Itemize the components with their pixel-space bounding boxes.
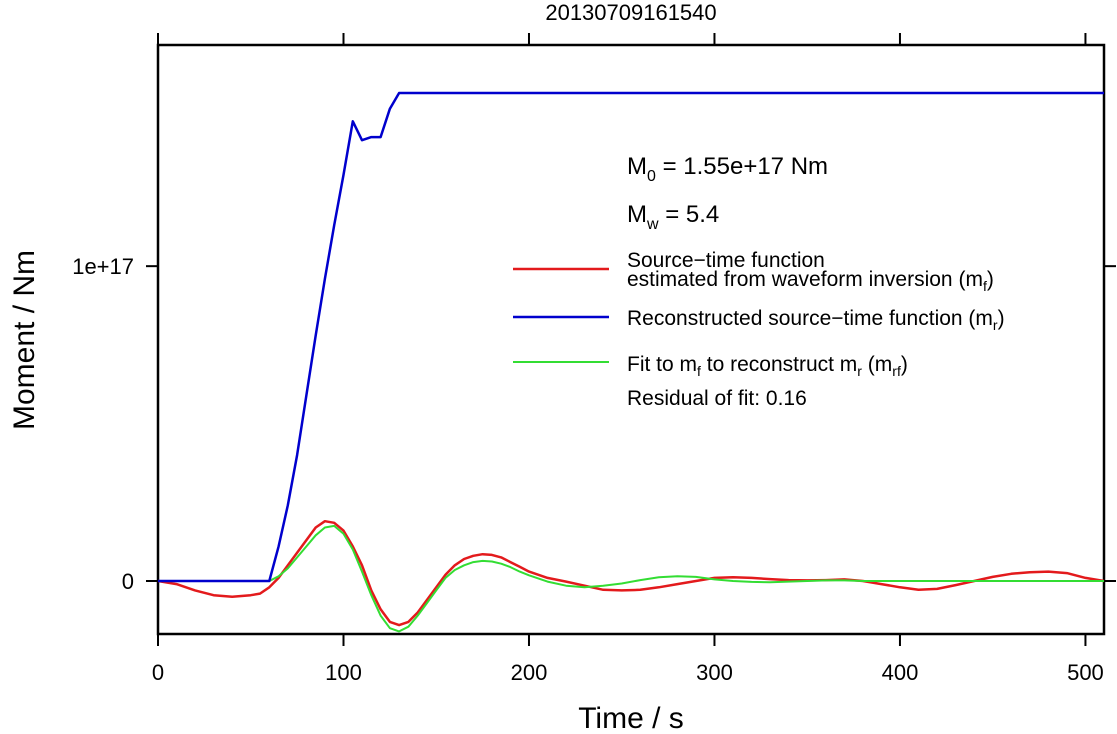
x-tick-label: 300: [696, 660, 733, 685]
annotation-mw-subscript: w: [646, 216, 659, 233]
y-tick-labels: 0 1e+17: [72, 254, 134, 594]
series-lines: [157, 91, 1105, 633]
x-tick-label: 0: [152, 660, 164, 685]
legend-label-reconstructed: Reconstructed source−time function (mr): [627, 307, 1005, 333]
x-tick-label: 500: [1067, 660, 1104, 685]
annotation-mw-value: = 5.4: [659, 201, 720, 228]
series-line-0: [157, 519, 1105, 627]
x-axis-bottom-ticks: [157, 634, 1087, 646]
chart-title: 20130709161540: [545, 0, 716, 25]
legend-label-source-time-function-line2: estimated from waveform inversion (mf): [627, 268, 994, 294]
y-axis-title: Moment / Nm: [8, 250, 41, 430]
annotation-residual: Residual of fit: 0.16: [627, 387, 807, 410]
x-tick-label: 100: [325, 660, 362, 685]
y-tick-label: 1e+17: [72, 254, 134, 279]
legend: Source−time function estimated from wave…: [513, 249, 1005, 410]
series-line-1: [158, 91, 1104, 583]
annotation-m0-value: = 1.55e+17 Nm: [656, 153, 828, 180]
annotation-moment-magnitude: Mw = 5.4: [627, 201, 719, 233]
annotation-mw-symbol: M: [627, 201, 647, 228]
legend-label-fit: Fit to mf to reconstruct mr (mrf): [627, 353, 908, 379]
x-tick-label: 200: [511, 660, 548, 685]
y-axis-right-ticks: [1104, 265, 1116, 582]
x-tick-label: 400: [882, 660, 919, 685]
annotation-m0-subscript: 0: [647, 168, 656, 185]
x-axis-title: Time / s: [578, 702, 684, 734]
x-tick-labels: 0 100 200 300 400 500: [152, 660, 1104, 685]
plot-frame: [156, 43, 1106, 636]
svg-text:Mw = 5.4: Mw = 5.4: [627, 201, 719, 233]
series-line-2: [158, 524, 1104, 633]
legend-label-source-time-function-line1: Source−time function: [627, 249, 825, 272]
annotation-seismic-moment: M0 = 1.55e+17 Nm: [627, 153, 828, 185]
y-tick-label: 0: [122, 569, 134, 594]
annotation-m0-symbol: M: [627, 153, 647, 180]
y-axis-left-ticks: [146, 265, 158, 582]
x-axis-top-ticks: [157, 33, 1087, 45]
svg-text:M0 = 1.55e+17 Nm: M0 = 1.55e+17 Nm: [627, 153, 828, 185]
